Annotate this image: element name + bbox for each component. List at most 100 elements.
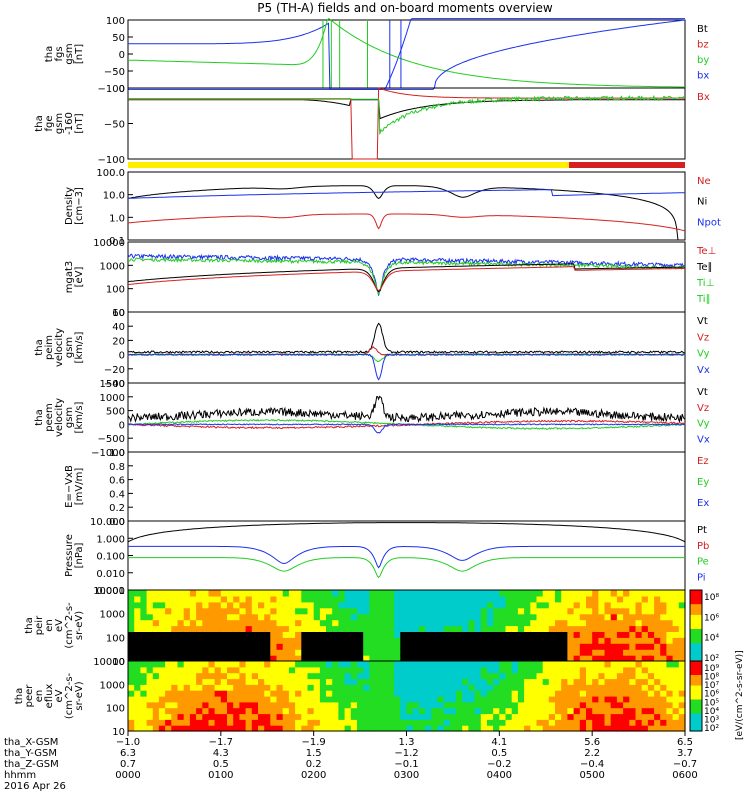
heatmap-cell [171, 719, 179, 726]
heatmap-cell [332, 607, 339, 615]
heatmap-cell [487, 661, 494, 668]
y-axis-label-line: fgs [54, 46, 65, 61]
heatmap-cell [647, 661, 655, 668]
heatmap-cell [295, 690, 302, 697]
heatmap-cell [313, 655, 321, 662]
heatmap-cell [319, 707, 327, 715]
heatmap-cell [616, 595, 624, 603]
heatmap-cell [635, 684, 643, 691]
y-axis-label-line: tha [34, 409, 45, 425]
heatmap-cell [140, 643, 148, 650]
heatmap-cell [350, 607, 358, 615]
heatmap-cell [375, 643, 383, 650]
heatmap-cell [307, 661, 315, 668]
heatmap-cell [387, 625, 395, 632]
heatmap-cell [276, 707, 284, 715]
heatmap-cell [313, 601, 321, 609]
heatmap-cell [227, 649, 234, 656]
heatmap-cell [307, 701, 315, 709]
heatmap-cell [660, 690, 667, 697]
heatmap-cell [381, 696, 389, 703]
heatmap-cell [220, 625, 228, 632]
heatmap-cell [189, 696, 197, 703]
heatmap-cell [251, 655, 259, 662]
heatmap-cell [171, 613, 179, 621]
heatmap-cell [394, 678, 401, 685]
heatmap-cell [363, 672, 370, 680]
heatmap-cell [189, 601, 197, 609]
heatmap-cell [586, 619, 593, 627]
heatmap-cell [313, 713, 321, 720]
heatmap-cell [239, 595, 247, 603]
heatmap-cell [239, 661, 247, 668]
heatmap-cell [592, 643, 599, 650]
heatmap-cell [208, 613, 216, 621]
heatmap-cell [344, 690, 352, 697]
heatmap-cell [654, 595, 661, 603]
heatmap-cell [239, 672, 247, 680]
y-tick-label: 10000 [93, 586, 125, 597]
heatmap-cell [189, 678, 197, 685]
heatmap-cell [629, 661, 637, 668]
heatmap-cell [245, 719, 253, 726]
heatmap-cell [425, 701, 432, 709]
heatmap-cell [536, 666, 544, 674]
panel-frame [127, 19, 686, 89]
heatmap-cell [487, 607, 494, 615]
heatmap-cell [672, 678, 680, 685]
heatmap-cell [326, 678, 333, 685]
heatmap-cell [672, 590, 680, 597]
heatmap-cell [239, 684, 247, 691]
heatmap-cell [474, 684, 482, 691]
heatmap-cell [369, 696, 377, 703]
heatmap-cell [604, 684, 612, 691]
heatmap-cell [474, 719, 482, 726]
heatmap-cell [635, 719, 643, 726]
heatmap-cell [313, 672, 321, 680]
heatmap-cell [579, 719, 587, 726]
heatmap-cell [623, 631, 630, 638]
x-row-value: −1.0 [116, 737, 140, 748]
heatmap-cell [208, 619, 216, 627]
heatmap-cell [480, 684, 488, 691]
heatmap-cell [468, 684, 476, 691]
y-tick-label: 10 [112, 308, 125, 319]
legend-Te∥: Te∥ [696, 262, 713, 273]
heatmap-cell [536, 613, 544, 621]
heatmap-cell [183, 637, 191, 644]
y-tick-label: 10.0 [103, 191, 125, 202]
heatmap-cell [598, 601, 606, 609]
heatmap-cell [165, 713, 172, 720]
heatmap-cell [610, 701, 618, 709]
heatmap-cell [672, 701, 680, 709]
heatmap-cell [363, 713, 370, 720]
heatmap-cell [412, 595, 420, 603]
heatmap-cell [660, 590, 667, 597]
heatmap-cell [579, 613, 587, 621]
heatmap-cell [437, 655, 445, 662]
heatmap-cell [586, 625, 593, 632]
heatmap-cell [140, 590, 148, 597]
y-axis-label-line: [mV/m] [74, 468, 85, 506]
x-row-value: 1.3 [399, 737, 415, 748]
heatmap-cell [220, 690, 228, 697]
heatmap-cell [456, 666, 463, 674]
heatmap-cell [152, 649, 160, 656]
heatmap-cell [400, 655, 408, 662]
y-axis-label-line: peir [34, 615, 45, 635]
heatmap-cell [542, 719, 550, 726]
heatmap-cell [301, 607, 309, 615]
heatmap-cell [357, 595, 364, 603]
heatmap-cell [672, 707, 680, 715]
heatmap-cell [326, 701, 333, 709]
heatmap-cell [610, 696, 618, 703]
heatmap-cell [573, 625, 581, 632]
x-row-value: 0100 [208, 770, 233, 781]
heatmap-cell [202, 725, 210, 732]
heatmap-cell [647, 707, 655, 715]
heatmap-cell [493, 601, 500, 609]
heatmap-cell [536, 696, 544, 703]
heatmap-cell [567, 643, 575, 650]
heatmap-cell [505, 637, 513, 644]
heatmap-cell [542, 625, 550, 632]
